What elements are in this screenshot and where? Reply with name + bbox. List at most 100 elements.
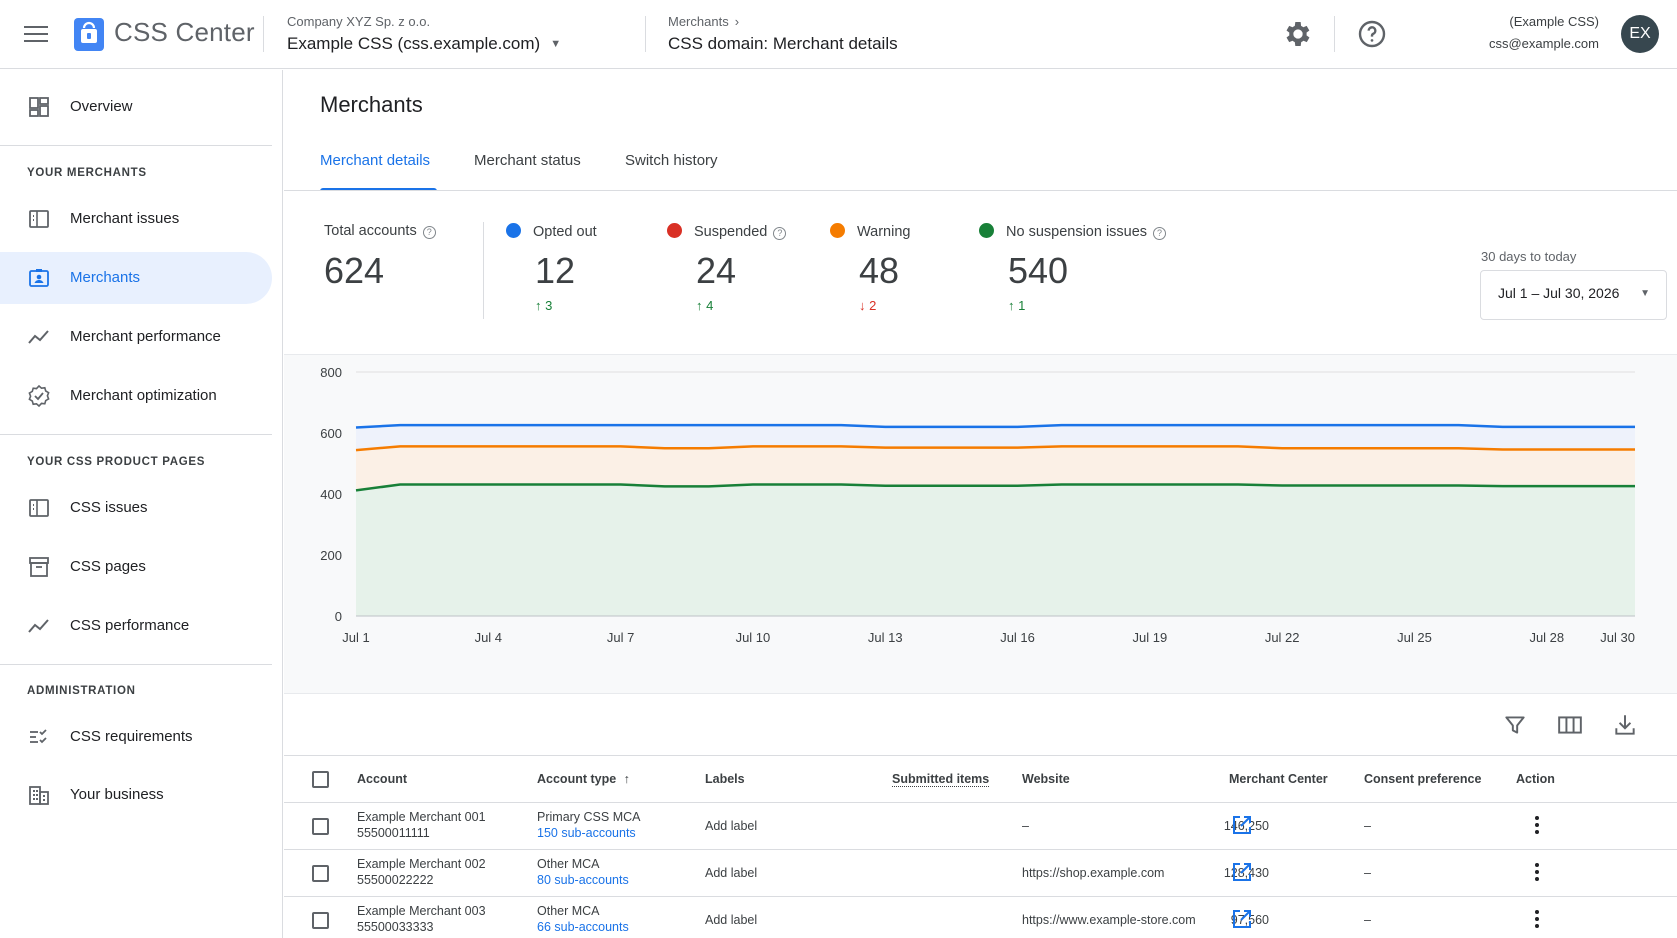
trending-icon (27, 325, 51, 349)
open-in-new-icon[interactable] (1230, 813, 1254, 837)
help-icon[interactable]: ? (773, 227, 787, 240)
sub-accounts-link[interactable]: 80 sub-accounts (537, 873, 629, 887)
help-icon[interactable]: ? (422, 226, 436, 239)
page-title: Merchants (320, 92, 423, 117)
merchant-name: Example Merchant 001 (357, 810, 486, 824)
open-in-new-icon[interactable] (1230, 860, 1254, 884)
column-header-website[interactable]: Website (1022, 772, 1070, 786)
breadcrumb-merchants-link[interactable]: Merchants (668, 14, 729, 29)
date-range-selector[interactable]: Jul 1 – Jul 30, 2026 ▼ (1480, 270, 1667, 320)
series-line (355, 483, 1635, 492)
add-label-button[interactable]: Add label (705, 819, 758, 833)
top-app-bar: CSS Center Company XYZ Sp. z o.o. Exampl… (0, 0, 1677, 69)
column-header-account[interactable]: Account (357, 772, 407, 786)
sidebar-item-merchant-issues[interactable]: Merchant issues (0, 193, 272, 245)
column-header-account-type[interactable]: Account type ↑ (537, 772, 630, 786)
add-label-button[interactable]: Add label (705, 866, 758, 880)
divider (645, 16, 646, 52)
row-checkbox[interactable] (312, 865, 329, 882)
sidebar: Overview YOUR MERCHANTS Merchant issues … (0, 70, 283, 938)
tab-merchant-details[interactable]: Merchant details (320, 152, 431, 169)
divider (263, 16, 264, 52)
sidebar-item-overview[interactable]: Overview (0, 81, 272, 133)
x-tick-label: Jul 28 (1529, 630, 1564, 645)
tab-merchant-status[interactable]: Merchant status (474, 152, 581, 169)
dashboard-icon (27, 95, 51, 119)
stat-suspended-label: Suspended? (667, 223, 787, 240)
avatar[interactable]: EX (1621, 15, 1659, 53)
account-name: (Example CSS) (1509, 14, 1599, 29)
active-tab-indicator (320, 188, 437, 191)
divider (284, 190, 1677, 191)
sidebar-item-css-performance[interactable]: CSS performance (0, 600, 272, 652)
sidebar-item-merchants[interactable]: Merchants (0, 252, 272, 304)
consent-preference: – (1364, 866, 1371, 880)
stat-suspended-value: 24 (696, 250, 737, 291)
row-checkbox[interactable] (312, 818, 329, 835)
sidebar-item-label: Merchant issues (70, 210, 180, 227)
help-icon[interactable] (1356, 18, 1388, 50)
verified-badge-icon (27, 384, 51, 408)
column-header-submitted-items[interactable]: Submitted items (892, 772, 990, 787)
column-header-labels[interactable]: Labels (705, 772, 745, 786)
x-tick-label: Jul 4 (475, 630, 502, 645)
x-tick-label: Jul 30 (1600, 630, 1635, 645)
table-header: Account Account type ↑ Labels Submitted … (284, 755, 1677, 803)
stat-opted-out-delta: ↑ 3 (535, 298, 553, 313)
help-icon[interactable]: ? (1153, 227, 1167, 240)
x-tick-label: Jul 25 (1397, 630, 1432, 645)
x-tick-label: Jul 16 (1000, 630, 1035, 645)
stat-opted-out-value: 12 (535, 250, 576, 291)
arrow-down-icon: ↓ (859, 298, 866, 313)
website: https://shop.example.com (1022, 866, 1165, 880)
download-icon[interactable] (1612, 712, 1638, 738)
chevron-right-icon: › (734, 14, 740, 29)
columns-icon[interactable] (1557, 712, 1583, 738)
merchant-name: Example Merchant 003 (357, 904, 486, 918)
table-row: Example Merchant 002 55500022222 Other M… (284, 850, 1677, 897)
sidebar-item-css-issues[interactable]: CSS issues (0, 482, 272, 534)
menu-icon[interactable] (24, 23, 48, 43)
chevron-down-icon: ▼ (1640, 288, 1650, 299)
more-vert-icon[interactable] (1533, 910, 1541, 932)
x-tick-label: Jul 1 (342, 630, 369, 645)
sidebar-item-label: CSS pages (70, 558, 146, 575)
y-tick-label: 0 (335, 609, 342, 624)
legend-dot (667, 223, 682, 238)
css-center-logo-icon (73, 16, 105, 52)
y-tick-label: 600 (320, 426, 342, 441)
sidebar-item-merchant-optimization[interactable]: Merchant optimization (0, 370, 272, 422)
section-heading-merchants: YOUR MERCHANTS (27, 167, 147, 179)
sub-accounts-link[interactable]: 66 sub-accounts (537, 920, 629, 934)
row-checkbox[interactable] (312, 912, 329, 929)
settings-gear-icon[interactable] (1282, 18, 1314, 50)
sidebar-item-merchant-performance[interactable]: Merchant performance (0, 311, 272, 363)
sidebar-item-label: Your business (70, 786, 164, 803)
table-row: Example Merchant 003 55500033333 Other M… (284, 897, 1677, 938)
sidebar-item-your-business[interactable]: Your business (0, 769, 272, 821)
sidebar-item-label: Merchant optimization (70, 387, 217, 404)
x-tick-label: Jul 22 (1265, 630, 1300, 645)
checklist-icon (27, 725, 51, 749)
section-heading-administration: ADMINISTRATION (27, 685, 136, 697)
open-in-new-icon[interactable] (1230, 907, 1254, 931)
column-header-consent-preference[interactable]: Consent preference (1364, 772, 1482, 786)
domain-selector[interactable]: Example CSS (css.example.com) ▼ (287, 34, 561, 54)
arrow-up-icon: ↑ (696, 298, 703, 313)
select-all-checkbox[interactable] (312, 771, 329, 788)
sidebar-item-css-pages[interactable]: CSS pages (0, 541, 272, 593)
series-line (355, 423, 1635, 429)
filter-icon[interactable] (1502, 712, 1528, 738)
chart-panel: 0 200 400 600 800 Jul 1 Jul 4 Jul 7 Jul 10 Jul 13… (284, 354, 1677, 694)
tab-switch-history[interactable]: Switch history (625, 152, 718, 169)
add-label-button[interactable]: Add label (705, 913, 758, 927)
sidebar-item-css-requirements[interactable]: CSS requirements (0, 711, 272, 763)
stat-no-issues-delta: ↑ 1 (1008, 298, 1026, 313)
more-vert-icon[interactable] (1533, 863, 1541, 885)
sub-accounts-link[interactable]: 150 sub-accounts (537, 826, 636, 840)
stat-no-issues-label: No suspension issues? (979, 223, 1167, 240)
app-title: CSS Center (114, 17, 255, 47)
more-vert-icon[interactable] (1533, 816, 1541, 838)
column-header-merchant-center[interactable]: Merchant Center (1229, 772, 1328, 786)
arrow-up-icon: ↑ (1008, 298, 1015, 313)
